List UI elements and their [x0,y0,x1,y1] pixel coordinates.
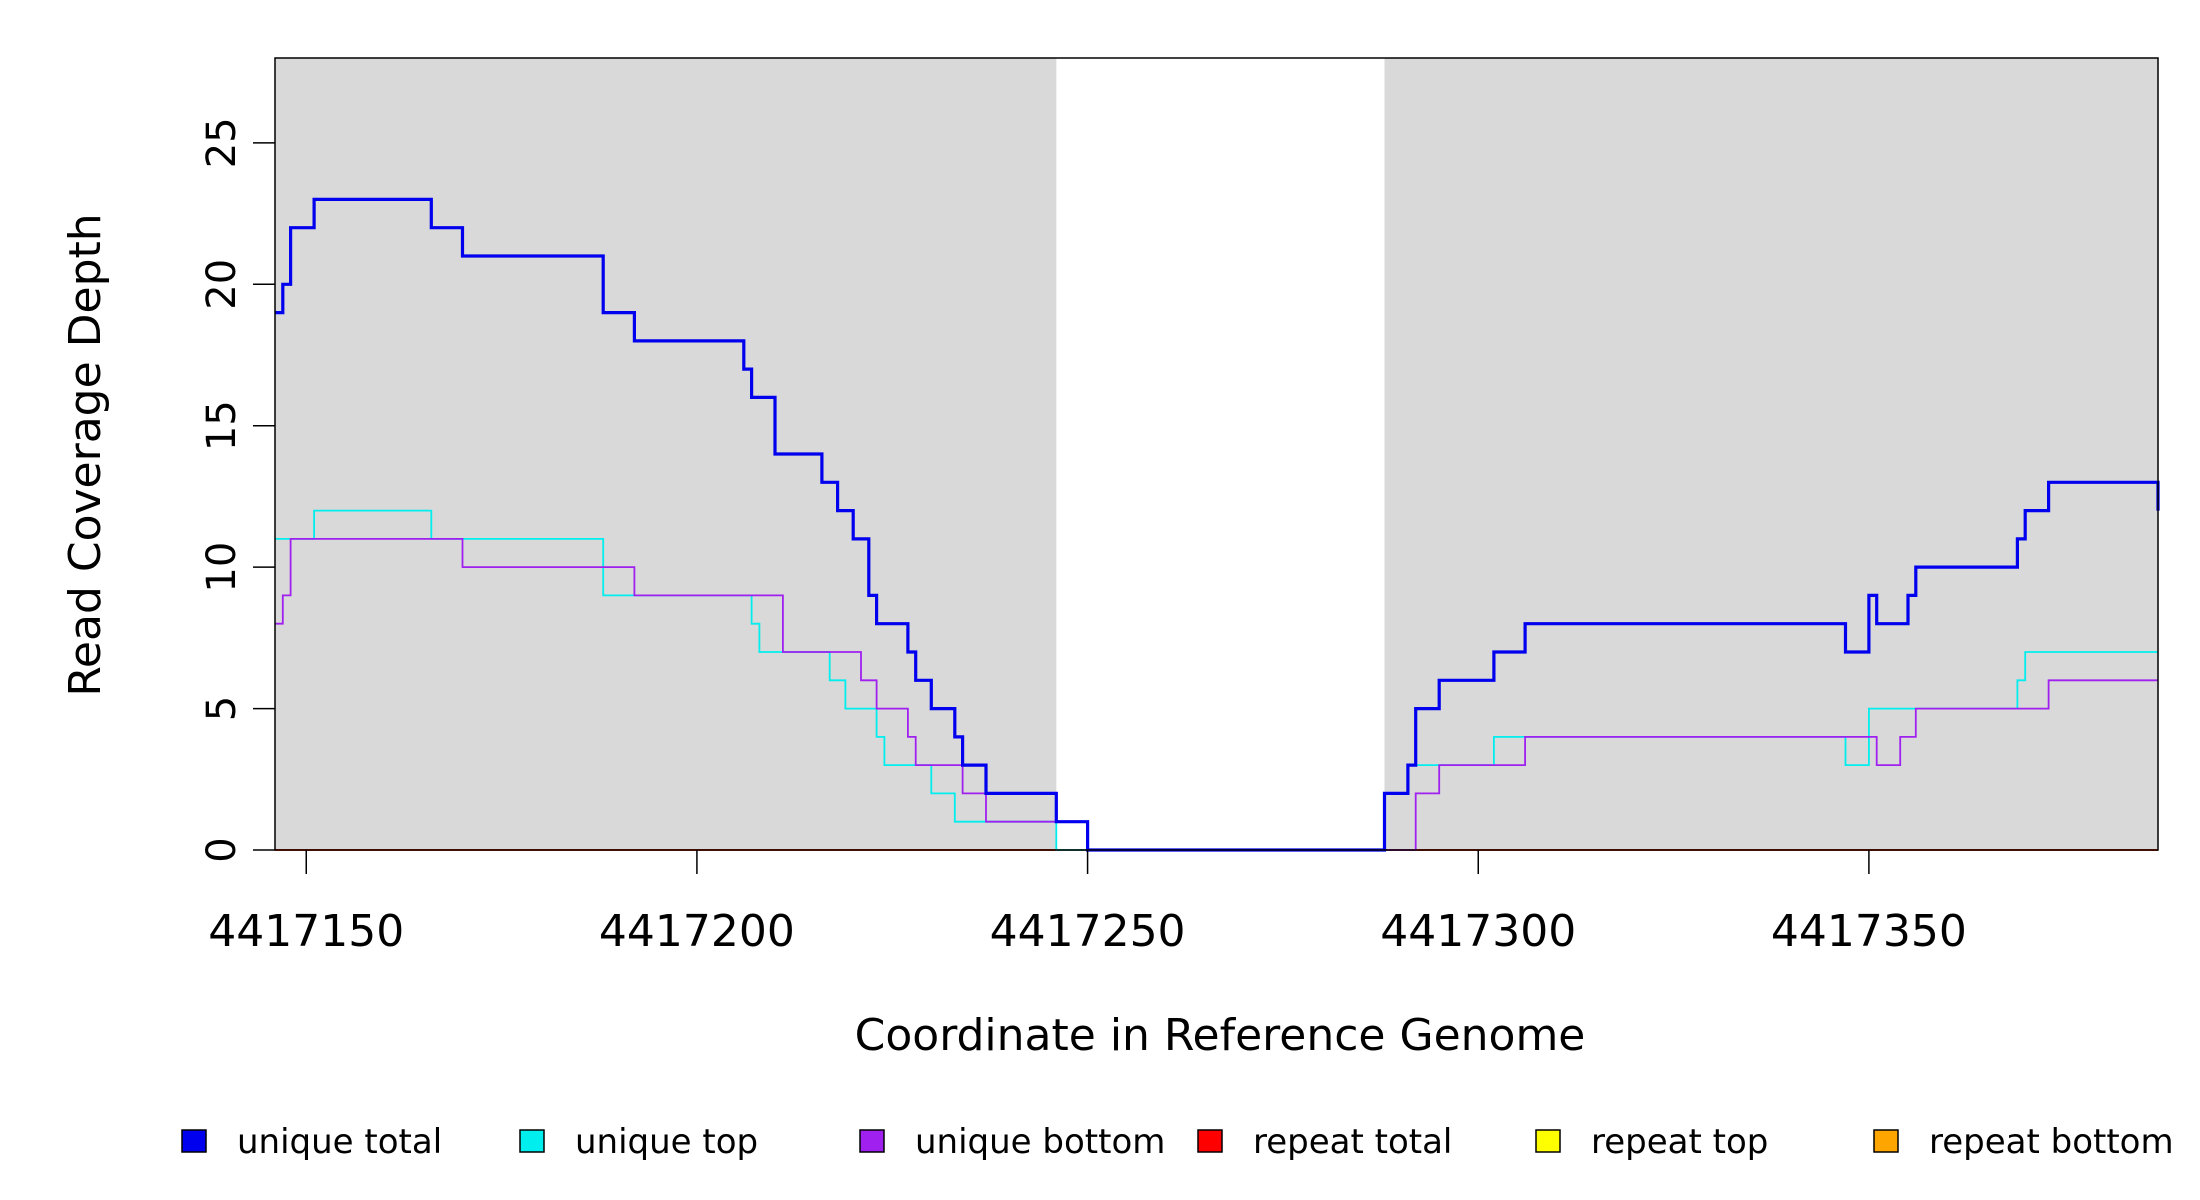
shaded-regions [275,58,2158,850]
legend-swatch [181,1129,207,1153]
shaded-region [275,58,1057,850]
legend-item: unique top [519,1122,758,1162]
y-tick-label: 25 [199,117,245,168]
y-tick-label: 5 [199,696,245,721]
x-axis: 4417150 4417200 4417250 4417300 4417350 [208,850,1967,957]
x-tick-label: 4417350 [1771,906,1967,957]
legend-label: unique bottom [915,1122,1165,1162]
legend-label: repeat top [1591,1122,1768,1162]
legend-swatch [1197,1129,1223,1153]
legend-swatch [1535,1129,1561,1153]
legend: unique total unique top unique bottom repea… [181,1122,2174,1162]
legend-label: repeat bottom [1929,1122,2174,1162]
legend-swatch [859,1129,885,1153]
y-axis-label: Read Coverage Depth [60,213,111,696]
x-tick-label: 4417200 [599,906,795,957]
legend-label: unique total [237,1122,442,1162]
y-tick-label: 10 [199,542,245,593]
x-tick-label: 4417150 [208,906,404,957]
y-tick-label: 15 [199,400,245,451]
series-line-unique-bottom [275,538,2158,851]
plot-frame [274,57,2159,851]
legend-label: repeat total [1253,1122,1452,1162]
legend-item: repeat bottom [1873,1122,2174,1162]
legend-swatch [1873,1129,1899,1153]
y-tick-label: 20 [199,259,245,310]
legend-item: unique bottom [859,1122,1165,1162]
x-axis-label: Coordinate in Reference Genome [855,1010,1586,1061]
y-tick-label: 0 [199,837,245,862]
shaded-region [1384,58,2158,850]
legend-item: unique total [181,1122,442,1162]
series-line-unique-total [275,197,2160,852]
x-tick-label: 4417250 [990,906,1186,957]
legend-item: repeat top [1535,1122,1768,1162]
x-tick-label: 4417300 [1380,906,1576,957]
legend-item: repeat total [1197,1122,1452,1162]
y-axis: 0 5 10 15 20 25 [199,117,275,863]
legend-label: unique top [575,1122,758,1162]
legend-swatch [519,1129,545,1153]
